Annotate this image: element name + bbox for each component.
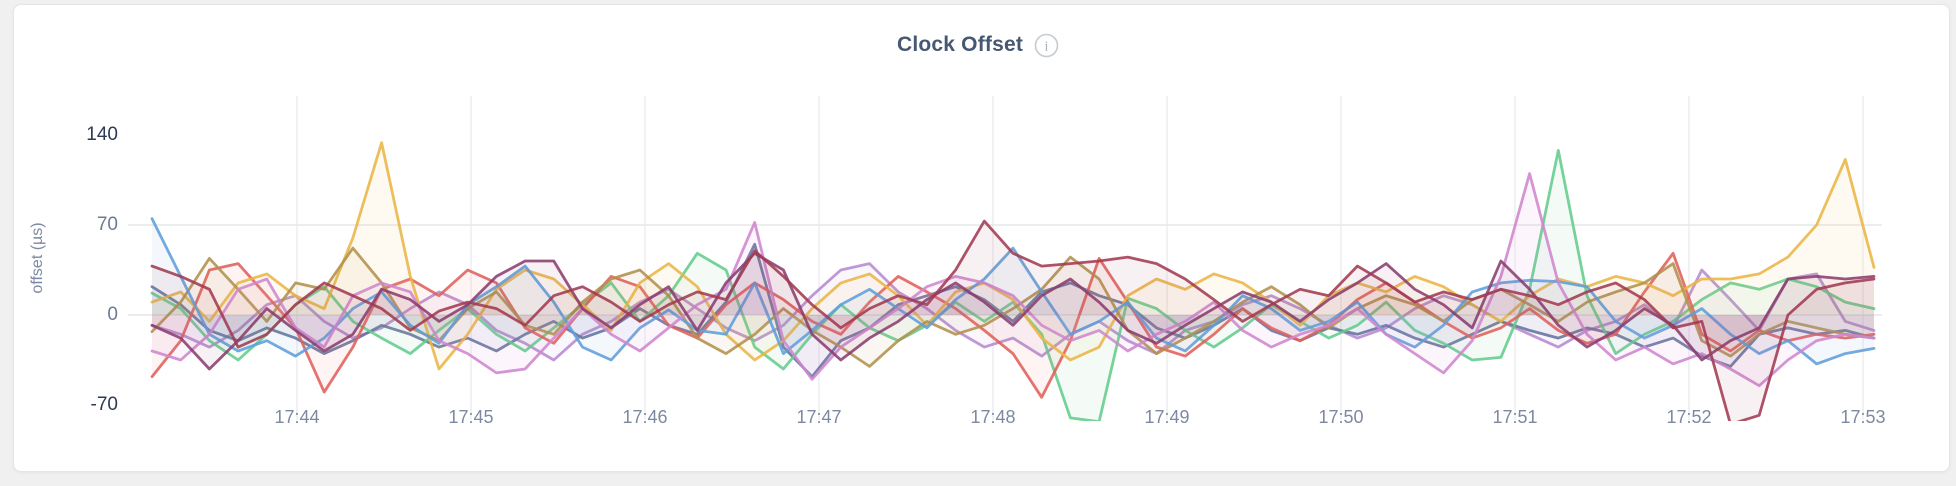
x-tick-label-17:45: 17:45	[448, 407, 494, 427]
x-tick-label-17:47: 17:47	[796, 407, 842, 427]
series-area-plum	[152, 253, 1874, 369]
series-line-blue	[150, 217, 1876, 366]
series-line-violet	[150, 262, 1876, 362]
series-line-green	[150, 149, 1876, 421]
series-area-blue	[152, 218, 1874, 364]
x-tick-label-17:52: 17:52	[1666, 407, 1712, 427]
x-tick-label-17:48: 17:48	[970, 407, 1016, 427]
series-area-violet	[152, 263, 1874, 360]
x-tick-label-17:53: 17:53	[1840, 407, 1886, 427]
y-tick-label-140: 140	[86, 124, 118, 145]
panel-title: Clock Offset	[896, 33, 1024, 56]
svg-text:i: i	[1045, 39, 1049, 54]
x-tick-label-17:46: 17:46	[622, 407, 668, 427]
y-tick-label-70: 70	[96, 214, 118, 235]
series-line-plum	[150, 251, 1876, 371]
series-area-wine	[152, 221, 1874, 421]
x-tick-label-17:44: 17:44	[274, 407, 320, 427]
panel-header: Clock Offset i	[0, 30, 1956, 60]
x-tick-label-17:50: 17:50	[1318, 407, 1364, 427]
series-area-yellow	[152, 142, 1874, 369]
y-tick-label--70: -70	[90, 394, 118, 415]
clock-offset-panel	[13, 4, 1950, 472]
y-axis-title: offset (µs)	[29, 222, 46, 294]
series-line-salmon	[150, 251, 1876, 399]
series-line-slate	[150, 242, 1876, 379]
info-icon[interactable]: i	[1034, 33, 1059, 58]
y-tick-label-0: 0	[107, 304, 118, 325]
x-tick-label-17:49: 17:49	[1144, 407, 1190, 427]
series-line-wine	[150, 219, 1876, 421]
series-line-orchid	[150, 172, 1876, 388]
x-tick-label-17:51: 17:51	[1492, 407, 1538, 427]
series-area-orchid	[152, 173, 1874, 386]
